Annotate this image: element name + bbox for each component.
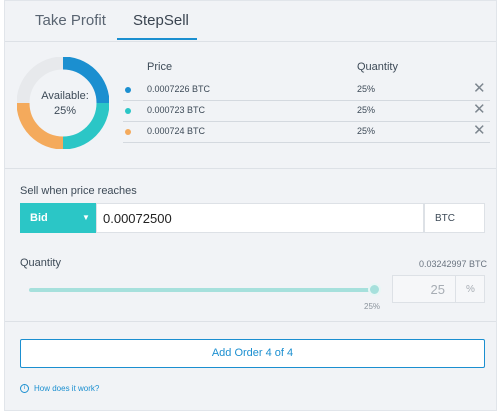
donut-segment bbox=[62, 102, 109, 149]
order-row: 0.0007226 BTC 25% ✕ bbox=[123, 79, 490, 101]
order-price: 0.000723 BTC bbox=[147, 105, 206, 115]
section-divider bbox=[5, 321, 496, 322]
donut-segment bbox=[17, 57, 64, 104]
trigger-price-input[interactable]: 0.00072500 bbox=[96, 203, 424, 233]
price-type-value: Bid bbox=[30, 212, 48, 224]
add-order-button[interactable]: Add Order 4 of 4 bbox=[20, 339, 485, 368]
donut-segment bbox=[17, 102, 64, 149]
quantity-slider-handle[interactable] bbox=[368, 283, 381, 296]
caret-down-icon: ▼ bbox=[82, 213, 90, 222]
order-quantity: 25% bbox=[357, 126, 376, 136]
order-price: 0.0007226 BTC bbox=[147, 84, 211, 94]
info-icon: i bbox=[20, 384, 29, 394]
tab-bar: Take Profit StepSell bbox=[5, 1, 496, 42]
active-tab-indicator bbox=[117, 38, 197, 40]
available-balance: 0.03242997 BTC bbox=[418, 259, 487, 269]
help-link-text: How does it work? bbox=[34, 384, 100, 393]
remove-order-icon[interactable]: ✕ bbox=[473, 80, 486, 97]
donut-segment bbox=[62, 57, 109, 104]
donut-label-title: Available: bbox=[41, 90, 89, 102]
donut-label: Available: 25% bbox=[25, 89, 105, 119]
order-quantity: 25% bbox=[357, 84, 376, 94]
availability-donut-chart bbox=[17, 57, 109, 149]
quantity-label: Quantity bbox=[20, 257, 61, 269]
sell-when-label: Sell when price reaches bbox=[20, 185, 137, 197]
order-price: 0.000724 BTC bbox=[147, 126, 206, 136]
quantity-column-header: Quantity bbox=[357, 61, 398, 73]
order-color-dot bbox=[125, 129, 131, 135]
tab-stepsell[interactable]: StepSell bbox=[133, 12, 189, 29]
donut-label-value: 25% bbox=[53, 105, 77, 117]
remove-order-icon[interactable]: ✕ bbox=[473, 122, 486, 139]
price-type-dropdown[interactable]: Bid ▼ bbox=[20, 203, 96, 233]
price-column-header: Price bbox=[147, 61, 173, 73]
order-row: 0.000723 BTC 25% ✕ bbox=[123, 100, 490, 122]
order-row: 0.000724 BTC 25% ✕ bbox=[123, 121, 490, 143]
price-unit-label: BTC bbox=[424, 203, 485, 233]
order-quantity: 25% bbox=[357, 105, 376, 115]
quantity-slider-value: 25% bbox=[364, 302, 381, 311]
quantity-slider-track[interactable] bbox=[29, 288, 375, 292]
percent-unit-label: % bbox=[456, 275, 485, 303]
tab-take-profit[interactable]: Take Profit bbox=[35, 12, 106, 29]
order-color-dot bbox=[125, 108, 131, 114]
quantity-percent-input[interactable]: 25 bbox=[392, 275, 456, 303]
remove-order-icon[interactable]: ✕ bbox=[473, 101, 486, 118]
order-color-dot bbox=[125, 87, 131, 93]
help-link[interactable]: i How does it work? bbox=[20, 384, 100, 394]
section-divider bbox=[5, 168, 496, 169]
stepsell-panel: Take Profit StepSell Available: 25% Pric… bbox=[4, 0, 497, 411]
